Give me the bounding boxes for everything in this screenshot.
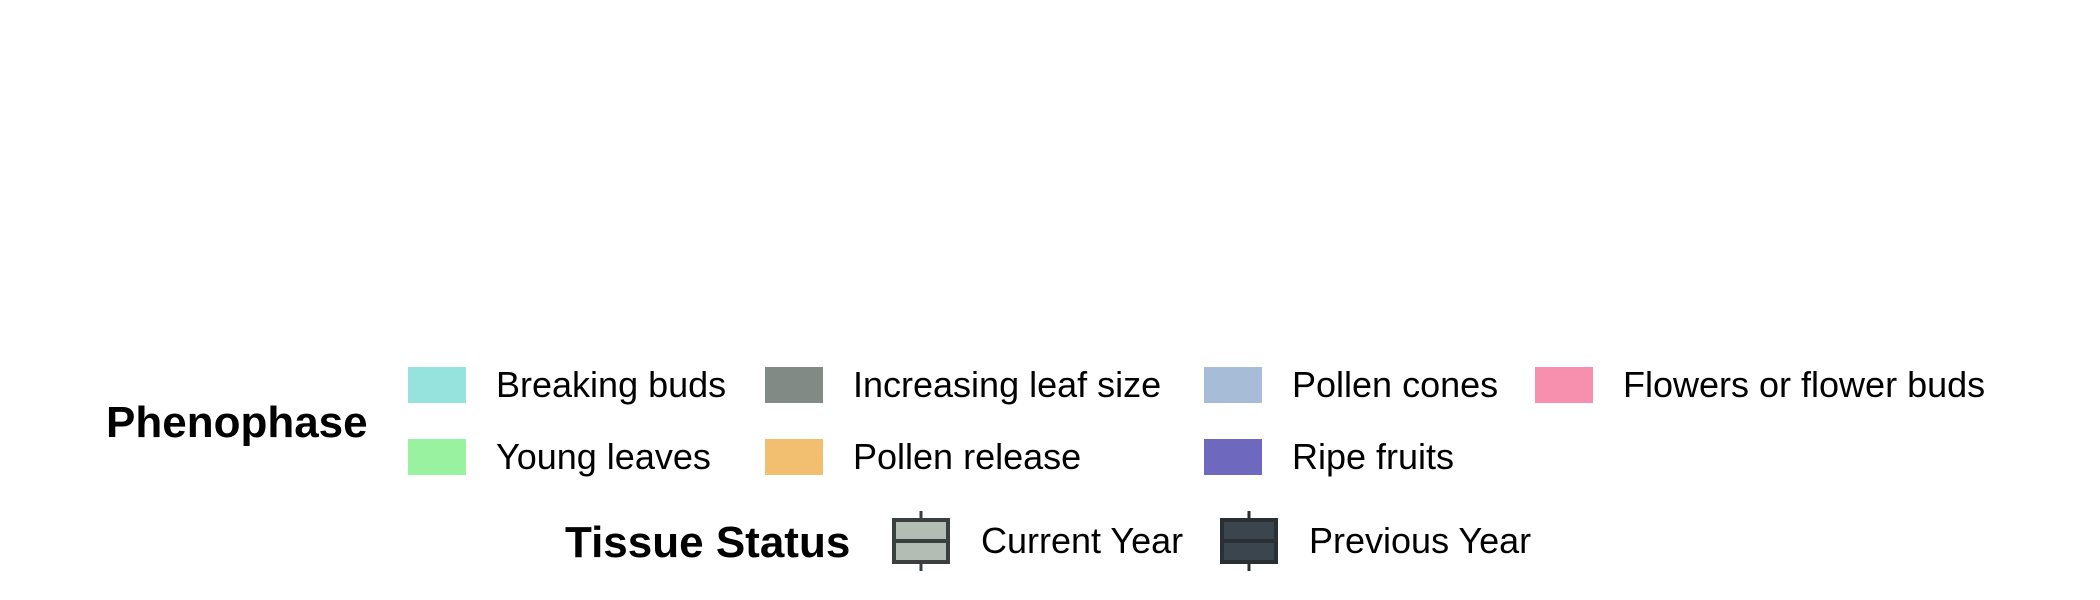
swatch-increasing-leaf-size	[765, 367, 823, 403]
legend-item-current-year: Current Year	[891, 511, 1183, 571]
swatch-ripe-fruits	[1204, 439, 1262, 475]
boxplot-key-previous-year	[1220, 511, 1278, 571]
legend-label-previous-year: Previous Year	[1309, 520, 1532, 561]
boxplot-key-current-year	[892, 511, 950, 571]
legend-label-pollen-cones: Pollen cones	[1292, 364, 1499, 405]
swatch-young-leaves	[408, 439, 466, 475]
swatch-breaking-buds	[408, 367, 466, 403]
swatch-flowers-or-flower-buds	[1535, 367, 1593, 403]
legend-item-ripe-fruits: Ripe fruits	[1204, 439, 1454, 475]
swatch-pollen-release	[765, 439, 823, 475]
swatch-pollen-cones	[1204, 367, 1262, 403]
legend-label-young-leaves: Young leaves	[496, 436, 711, 477]
legend-item-pollen-release: Pollen release	[765, 439, 1081, 475]
legend-label-pollen-release: Pollen release	[853, 436, 1082, 477]
phenophase-legend-title: Phenophase	[106, 398, 368, 447]
legend-label-flowers-or-flower-buds: Flowers or flower buds	[1623, 364, 1986, 405]
legend-label-ripe-fruits: Ripe fruits	[1292, 436, 1455, 477]
legend-label-increasing-leaf-size: Increasing leaf size	[853, 364, 1162, 405]
legend-item-pollen-cones: Pollen cones	[1204, 367, 1498, 403]
tissue-status-legend-title: Tissue Status	[565, 518, 851, 567]
legend-label-breaking-buds: Breaking buds	[496, 364, 727, 405]
legend-item-flowers-or-flower-buds: Flowers or flower buds	[1535, 367, 1985, 403]
legend-label-current-year: Current Year	[981, 520, 1184, 561]
legend-item-previous-year: Previous Year	[1219, 511, 1531, 571]
legend-item-increasing-leaf-size: Increasing leaf size	[765, 367, 1161, 403]
legend-item-breaking-buds: Breaking buds	[408, 367, 726, 403]
legend-item-young-leaves: Young leaves	[408, 439, 711, 475]
